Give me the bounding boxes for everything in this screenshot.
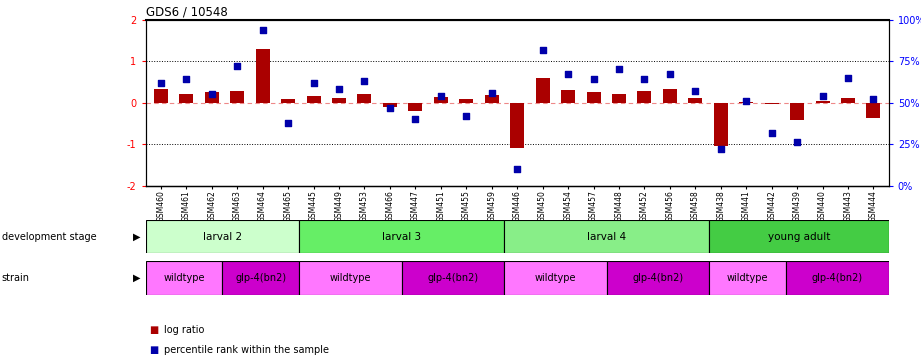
Bar (281, 99, 295, 103)
Text: glp-4(bn2): glp-4(bn2) (235, 272, 286, 283)
Bar (383, 103, 397, 107)
Point (434, 93, 449, 99)
Text: percentile rank within the sample: percentile rank within the sample (164, 345, 329, 355)
Point (535, 47, 550, 52)
Point (561, 71, 576, 77)
Bar (587, 92, 600, 103)
Text: development stage: development stage (2, 231, 97, 242)
Bar (434, 97, 448, 103)
Point (815, 93, 830, 99)
Text: young adult: young adult (768, 231, 830, 242)
Bar (510, 103, 524, 148)
Text: larval 4: larval 4 (588, 231, 626, 242)
Bar (204, 92, 218, 103)
Bar (714, 103, 728, 146)
Bar (561, 90, 575, 103)
Bar (180, 94, 193, 103)
Bar (460, 99, 473, 103)
Bar (607, 261, 709, 295)
Bar (402, 261, 505, 295)
Text: log ratio: log ratio (164, 325, 204, 335)
Bar (484, 95, 498, 103)
Point (306, 80, 321, 86)
Text: strain: strain (2, 272, 29, 283)
Bar (867, 103, 880, 119)
Bar (612, 94, 626, 103)
Point (688, 88, 703, 94)
Text: ▶: ▶ (133, 231, 140, 242)
Bar (154, 89, 168, 103)
Bar (764, 103, 778, 104)
Text: ▶: ▶ (133, 272, 140, 283)
Point (509, 166, 524, 172)
Point (637, 76, 652, 82)
Point (281, 120, 296, 125)
Point (154, 80, 169, 86)
Point (408, 116, 423, 122)
Point (332, 86, 346, 92)
Text: larval 3: larval 3 (382, 231, 422, 242)
Point (612, 66, 626, 72)
Bar (408, 103, 423, 111)
Bar (740, 102, 753, 103)
Point (357, 78, 372, 84)
Bar (299, 261, 402, 295)
Bar (816, 101, 830, 103)
Bar (146, 261, 222, 295)
Point (714, 146, 729, 152)
Bar (709, 261, 787, 295)
Text: GDS6 / 10548: GDS6 / 10548 (146, 5, 227, 19)
Text: wildtype: wildtype (330, 272, 371, 283)
Point (179, 76, 193, 82)
Point (255, 27, 270, 32)
Bar (505, 261, 607, 295)
Bar (357, 94, 371, 103)
Bar (841, 99, 855, 103)
Text: wildtype: wildtype (163, 272, 204, 283)
Bar (663, 89, 677, 103)
Bar (256, 49, 270, 103)
Point (229, 63, 244, 69)
Bar (536, 78, 550, 103)
Text: wildtype: wildtype (535, 272, 577, 283)
Bar (307, 96, 321, 103)
Point (866, 96, 880, 102)
Text: larval 2: larval 2 (203, 231, 242, 242)
Point (662, 71, 677, 77)
Text: ■: ■ (149, 325, 158, 335)
Bar (787, 261, 889, 295)
Bar (222, 261, 299, 295)
Bar (790, 103, 804, 120)
Point (459, 113, 473, 119)
Text: glp-4(bn2): glp-4(bn2) (427, 272, 479, 283)
Point (841, 75, 856, 81)
Point (790, 140, 805, 145)
Point (739, 98, 753, 104)
Text: ■: ■ (149, 345, 158, 355)
Point (586, 76, 600, 82)
Text: glp-4(bn2): glp-4(bn2) (812, 272, 863, 283)
Text: glp-4(bn2): glp-4(bn2) (633, 272, 683, 283)
Point (484, 90, 499, 96)
Bar (709, 220, 889, 253)
Bar (146, 220, 299, 253)
Point (382, 105, 397, 110)
Bar (688, 98, 703, 103)
Bar (230, 91, 244, 103)
Text: wildtype: wildtype (727, 272, 768, 283)
Bar (332, 98, 346, 103)
Bar (299, 220, 505, 253)
Bar (637, 91, 651, 103)
Bar (505, 220, 709, 253)
Point (204, 91, 219, 97)
Point (764, 130, 779, 135)
